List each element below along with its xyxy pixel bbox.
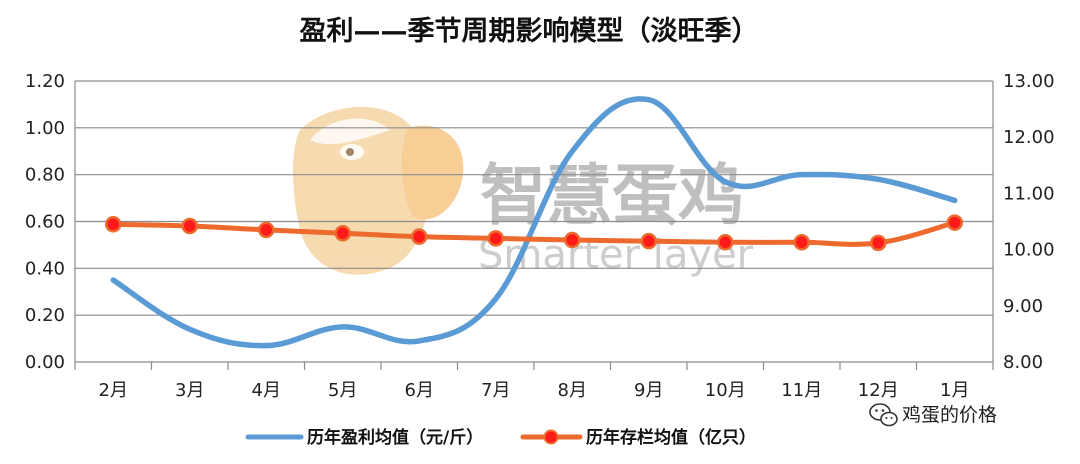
- legend: 历年盈利均值（元/斤） 历年存栏均值（亿只）: [245, 427, 756, 448]
- data-point-stock: [105, 216, 122, 233]
- right-tick-label: 12.00: [1003, 127, 1055, 148]
- right-axis-ticks: 8.00 9.00 10.00 11.00 12.00 13.00: [1003, 71, 1055, 373]
- left-tick-label: 1.20: [25, 71, 65, 92]
- data-point-stock: [640, 232, 657, 250]
- data-point-stock: [717, 234, 734, 251]
- right-tick-label: 13.00: [1003, 71, 1055, 92]
- data-point-stock: [870, 234, 887, 252]
- x-tick-label: 6月: [405, 380, 434, 401]
- data-point-stock: [946, 214, 963, 231]
- right-tick-label: 11.00: [1003, 183, 1055, 204]
- chick-logo: [293, 106, 464, 275]
- legend-item-profit: 历年盈利均值（元/斤）: [245, 427, 483, 448]
- right-tick-label: 8.00: [1003, 352, 1043, 373]
- right-tick-label: 9.00: [1003, 296, 1043, 317]
- data-point-stock: [487, 230, 504, 247]
- left-axis-ticks: 0.00 0.20 0.40 0.60 0.80 1.00 1.20: [25, 71, 65, 373]
- legend-marker-stock: [543, 429, 559, 445]
- left-tick-label: 0.80: [25, 165, 65, 186]
- right-tick-label: 10.00: [1003, 240, 1055, 261]
- x-tick-label: 10月: [705, 380, 746, 401]
- wechat-icon: [869, 403, 898, 427]
- legend-label-profit: 历年盈利均值（元/斤）: [307, 427, 483, 448]
- left-tick-label: 0.20: [25, 305, 65, 326]
- watermark-brand: 智慧蛋鸡: [480, 157, 744, 234]
- series-layer: [105, 96, 963, 349]
- legend-item-stock: 历年存栏均值（亿只）: [520, 427, 756, 448]
- data-point-stock: [334, 225, 351, 242]
- x-tick-label: 9月: [634, 380, 663, 401]
- data-point-stock: [258, 221, 275, 239]
- wechat-badge: 鸡蛋的价格: [869, 403, 997, 427]
- x-tick-label: 8月: [558, 380, 587, 401]
- x-axis-ticks: 2月 3月 4月 5月 6月 7月 8月 9月 10月 11月 12月 1月: [74, 362, 994, 401]
- x-tick-label: 1月: [940, 380, 969, 401]
- data-point-stock: [411, 228, 428, 245]
- left-tick-label: 0.40: [25, 258, 65, 279]
- series-line-profit: [110, 96, 958, 349]
- x-tick-label: 5月: [328, 380, 357, 401]
- legend-label-stock: 历年存栏均值（亿只）: [586, 427, 756, 448]
- left-tick-label: 0.60: [25, 212, 65, 233]
- data-point-stock: [793, 234, 810, 251]
- left-tick-label: 0.00: [25, 352, 65, 373]
- data-point-stock: [564, 231, 581, 249]
- x-tick-label: 4月: [252, 380, 281, 401]
- wechat-account-name: 鸡蛋的价格: [902, 404, 997, 426]
- chart-title: 盈利——季节周期影响模型（淡旺季）: [300, 15, 759, 47]
- data-point-stock: [181, 217, 198, 235]
- x-tick-label: 11月: [781, 380, 822, 401]
- x-tick-label: 3月: [175, 380, 204, 401]
- x-tick-label: 12月: [858, 380, 899, 401]
- x-tick-label: 2月: [99, 380, 128, 401]
- left-tick-label: 1.00: [25, 118, 65, 139]
- x-tick-label: 7月: [481, 380, 510, 401]
